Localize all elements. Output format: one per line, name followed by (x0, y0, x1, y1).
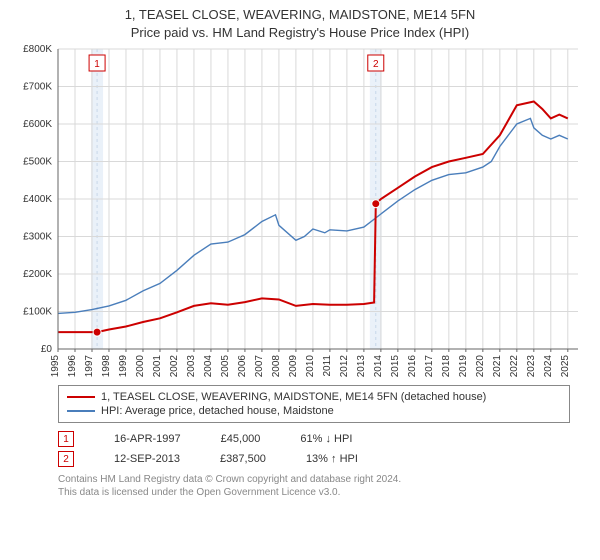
svg-text:2018: 2018 (441, 355, 452, 378)
transaction-date: 16-APR-1997 (114, 433, 181, 445)
svg-text:2017: 2017 (424, 355, 435, 378)
legend: 1, TEASEL CLOSE, WEAVERING, MAIDSTONE, M… (58, 385, 570, 423)
svg-text:2025: 2025 (560, 355, 571, 378)
footer-line: This data is licensed under the Open Gov… (58, 486, 590, 499)
table-row: 2 12-SEP-2013 £387,500 13% ↑ HPI (58, 449, 590, 469)
transaction-date: 12-SEP-2013 (114, 453, 180, 465)
svg-text:2: 2 (373, 59, 379, 70)
svg-text:2023: 2023 (526, 355, 537, 378)
legend-label: HPI: Average price, detached house, Maid… (101, 405, 334, 417)
legend-swatch (67, 396, 95, 398)
transaction-price: £45,000 (221, 433, 261, 445)
svg-text:1995: 1995 (50, 355, 61, 378)
chart-title: 1, TEASEL CLOSE, WEAVERING, MAIDSTONE, M… (10, 6, 590, 41)
svg-text:2000: 2000 (135, 355, 146, 378)
legend-swatch (67, 410, 95, 412)
title-line-1: 1, TEASEL CLOSE, WEAVERING, MAIDSTONE, M… (10, 6, 590, 24)
svg-text:2019: 2019 (458, 355, 469, 378)
svg-text:£700K: £700K (23, 82, 52, 93)
svg-text:2014: 2014 (373, 355, 384, 378)
chart-svg: £0 £100K £200K £300K £400K £500K £600K £700K £80… (10, 41, 590, 381)
legend-row: 1, TEASEL CLOSE, WEAVERING, MAIDSTONE, M… (67, 390, 561, 404)
footer-line: Contains HM Land Registry data © Crown c… (58, 473, 590, 486)
chart-area: £0 £100K £200K £300K £400K £500K £600K £700K £80… (10, 41, 590, 381)
svg-text:£400K: £400K (23, 194, 52, 205)
svg-text:2022: 2022 (509, 355, 520, 378)
svg-text:£300K: £300K (23, 232, 52, 243)
legend-label: 1, TEASEL CLOSE, WEAVERING, MAIDSTONE, M… (101, 391, 486, 403)
svg-text:2007: 2007 (254, 355, 265, 378)
svg-text:2003: 2003 (186, 355, 197, 378)
svg-text:1998: 1998 (101, 355, 112, 378)
table-row: 1 16-APR-1997 £45,000 61% ↓ HPI (58, 429, 590, 449)
svg-text:1996: 1996 (67, 355, 78, 378)
svg-text:2011: 2011 (322, 355, 333, 377)
svg-text:2016: 2016 (407, 355, 418, 378)
svg-text:2009: 2009 (288, 355, 299, 378)
svg-text:2012: 2012 (339, 355, 350, 378)
svg-text:2001: 2001 (152, 355, 163, 378)
svg-text:£800K: £800K (23, 44, 52, 55)
transaction-badge: 1 (58, 431, 74, 447)
svg-text:2013: 2013 (356, 355, 367, 378)
svg-text:2020: 2020 (475, 355, 486, 378)
svg-text:2008: 2008 (271, 355, 282, 378)
transaction-delta: 13% ↑ HPI (306, 453, 358, 465)
svg-text:2024: 2024 (543, 355, 554, 378)
svg-text:2005: 2005 (220, 355, 231, 378)
transaction-delta: 61% ↓ HPI (300, 433, 352, 445)
svg-text:£600K: £600K (23, 119, 52, 130)
title-line-2: Price paid vs. HM Land Registry's House … (10, 24, 590, 42)
svg-text:2004: 2004 (203, 355, 214, 378)
svg-text:1997: 1997 (84, 355, 95, 378)
svg-text:£200K: £200K (23, 269, 52, 280)
svg-text:2010: 2010 (305, 355, 316, 378)
transactions-table: 1 16-APR-1997 £45,000 61% ↓ HPI 2 12-SEP… (58, 429, 590, 469)
svg-text:1999: 1999 (118, 355, 129, 378)
transaction-badge: 2 (58, 451, 74, 467)
svg-text:£100K: £100K (23, 307, 52, 318)
svg-text:2015: 2015 (390, 355, 401, 378)
svg-text:2002: 2002 (169, 355, 180, 378)
svg-text:1: 1 (94, 59, 100, 70)
legend-row: HPI: Average price, detached house, Maid… (67, 404, 561, 418)
transaction-price: £387,500 (220, 453, 266, 465)
svg-text:2006: 2006 (237, 355, 248, 378)
svg-text:2021: 2021 (492, 355, 503, 378)
svg-text:£500K: £500K (23, 157, 52, 168)
svg-text:£0: £0 (41, 344, 53, 355)
footer: Contains HM Land Registry data © Crown c… (58, 473, 590, 499)
